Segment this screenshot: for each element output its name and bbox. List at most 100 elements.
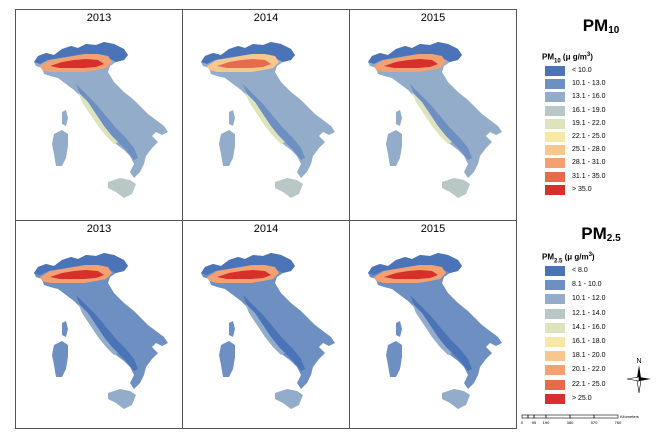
map-region-apennines [410, 295, 472, 371]
legend-label: > 25.0 [572, 394, 592, 402]
legend-heading-pm10: PM10 [582, 16, 620, 36]
map-year-label: 2013 [86, 12, 112, 24]
legend-swatch [545, 322, 565, 333]
italy-map-pm10-2015 [368, 42, 502, 198]
legend-swatch [545, 351, 565, 362]
legend-label: 13.1 - 16.0 [572, 93, 606, 101]
legend-label: 10.1 - 13.0 [572, 80, 606, 88]
italy-map-pm10-2013 [34, 42, 168, 198]
legend-label: 22.1 - 25.0 [572, 133, 606, 140]
map-region-po-valley-core [50, 270, 104, 279]
legend-label: < 8.0 [572, 267, 588, 274]
map-panel-pm25-2013: 2013 [16, 221, 182, 430]
legend-item: > 35.0 [545, 184, 655, 196]
legend-swatch [545, 337, 565, 347]
legend-item: 25.1 - 28.0 [545, 145, 655, 156]
map-region-po-valley-core [217, 59, 271, 68]
grid-divider-vertical [182, 10, 183, 428]
map-region-corsica [229, 321, 235, 337]
map-region-apennines [76, 295, 138, 371]
legend-item: 28.1 - 31.0 [545, 158, 655, 169]
legend-item: < 10.0 [545, 66, 655, 77]
legend-item: 31.1 - 35.0 [545, 171, 655, 183]
map-region-corsica [396, 321, 402, 337]
map-region-po-valley-core [217, 270, 271, 279]
map-region-alps [34, 253, 128, 275]
map-year-label: 2013 [86, 223, 112, 235]
scale-tick-label: 380 [567, 420, 574, 425]
legend-item: > 25.0 [545, 393, 655, 405]
legend-swatch [545, 294, 565, 305]
map-panel-pm10-2013: 2013 [16, 10, 182, 219]
legend-label: > 35.0 [572, 185, 592, 193]
legend-swatch [545, 393, 565, 404]
legend-label: 22.1 - 25.0 [572, 380, 606, 388]
italy-map-pm10-2014 [201, 42, 335, 198]
map-panel-pm25-2014: 2014 [183, 221, 349, 430]
map-region-tyrrhenian-coast [245, 303, 285, 355]
scale-tick-label: 190 [543, 420, 550, 425]
map-region-sicily [442, 178, 470, 198]
legend-label: 20.1 - 22.0 [572, 366, 606, 374]
map-region-corsica [229, 110, 235, 126]
map-year-label: 2015 [420, 12, 446, 24]
legend-label: 16.1 - 19.0 [572, 106, 606, 114]
map-region-sardinia [219, 130, 235, 166]
scale-tick-label: 570 [591, 420, 598, 425]
map-region-alps [368, 253, 462, 275]
legend-item: 22.1 - 25.0 [545, 132, 655, 143]
map-region-sicily [442, 389, 470, 409]
legend-swatch [545, 118, 565, 129]
grid-divider-horizontal [16, 220, 516, 221]
map-panel-pm10-2015: 2015 [350, 10, 516, 219]
legend-swatch [545, 365, 565, 376]
legend-label: 18.1 - 20.0 [572, 352, 606, 360]
legend-swatch [545, 92, 565, 103]
legend-label: 14.1 - 16.0 [572, 323, 606, 331]
legend-swatch [545, 145, 565, 156]
map-region-corsica [62, 321, 68, 337]
scale-bar: 0 95 190 380 570 760 Kilometers [521, 414, 639, 425]
map-region-sardinia [386, 341, 402, 377]
legend-swatch [545, 66, 565, 76]
legend-swatch [545, 266, 565, 276]
map-panel-pm10-2014: 2014 [183, 10, 349, 219]
legend-swatch [545, 280, 565, 291]
legend-item: 10.1 - 12.0 [545, 294, 655, 305]
map-panel-pm25-2015: 2015 [350, 221, 516, 430]
legend-item: < 8.0 [545, 266, 655, 277]
legend-swatch [545, 158, 565, 169]
legend-swatch [545, 132, 565, 142]
map-region-alps [201, 253, 295, 275]
legend-label: 31.1 - 35.0 [572, 172, 606, 180]
legend-swatch [545, 184, 565, 195]
map-region-po-valley-core [50, 59, 104, 68]
map-region-tyrrhenian-coast [78, 92, 118, 144]
legend-subheading-pm25: PM2.5 (μ g/m3) [542, 252, 595, 265]
legend-label: 10.1 - 12.0 [572, 295, 606, 303]
map-region-po-valley-core [384, 59, 438, 68]
map-region-tyrrhenian-coast [245, 92, 285, 144]
legend-swatch [545, 105, 565, 116]
map-region-sardinia [386, 130, 402, 166]
legend-swatch [545, 379, 565, 390]
scale-tick-label: 760 [615, 420, 622, 425]
scale-unit-label: Kilometers [620, 414, 639, 419]
map-region-sicily [108, 178, 136, 198]
legend-label: 8.1 - 10.0 [572, 281, 602, 289]
map-region-apennines [243, 84, 305, 160]
legend-swatch [545, 308, 565, 319]
grid-divider-vertical [349, 10, 350, 428]
legend-item: 19.1 - 22.0 [545, 118, 655, 130]
legend-item: 14.1 - 16.0 [545, 322, 655, 334]
map-region-alps [34, 42, 128, 64]
map-region-alps [368, 42, 462, 64]
map-region-tyrrhenian-coast [412, 303, 452, 355]
map-region-po-valley-core [384, 270, 438, 279]
scale-tick-label: 95 [532, 420, 537, 425]
map-region-apennines [410, 84, 472, 160]
legend-item: 16.1 - 19.0 [545, 105, 655, 117]
legend-label: < 10.0 [572, 67, 592, 74]
map-region-tyrrhenian-coast [412, 92, 452, 144]
map-region-alps [201, 42, 295, 64]
